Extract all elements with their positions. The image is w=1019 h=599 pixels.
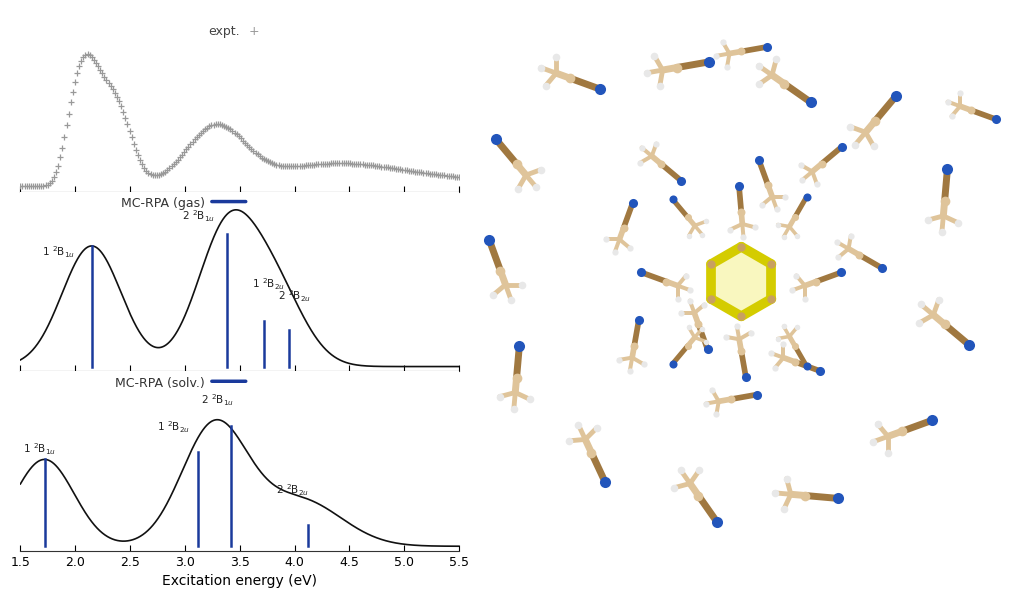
X-axis label: Excitation energy (eV): Excitation energy (eV) (162, 574, 317, 588)
Text: 1 $^2$B$_{1u}$: 1 $^2$B$_{1u}$ (42, 245, 75, 261)
Text: 1 $^2$B$_{1u}$: 1 $^2$B$_{1u}$ (22, 441, 56, 457)
Polygon shape (711, 247, 771, 316)
Text: 2 $^2$B$_{1u}$: 2 $^2$B$_{1u}$ (181, 208, 215, 224)
Text: MC-RPA (solv.): MC-RPA (solv.) (115, 377, 205, 390)
Text: 1 $^2$B$_{2u}$: 1 $^2$B$_{2u}$ (157, 420, 191, 435)
Text: 2 $^2$B$_{2u}$: 2 $^2$B$_{2u}$ (276, 482, 309, 498)
Text: MC-RPA (gas): MC-RPA (gas) (120, 197, 205, 210)
Text: +: + (249, 25, 259, 38)
Text: 1 $^2$B$_{2u}$: 1 $^2$B$_{2u}$ (252, 276, 285, 292)
Text: 2 $^2$B$_{1u}$: 2 $^2$B$_{1u}$ (202, 392, 234, 407)
Text: expt.: expt. (208, 25, 239, 38)
Text: 2 $^2$B$_{2u}$: 2 $^2$B$_{2u}$ (278, 288, 311, 304)
